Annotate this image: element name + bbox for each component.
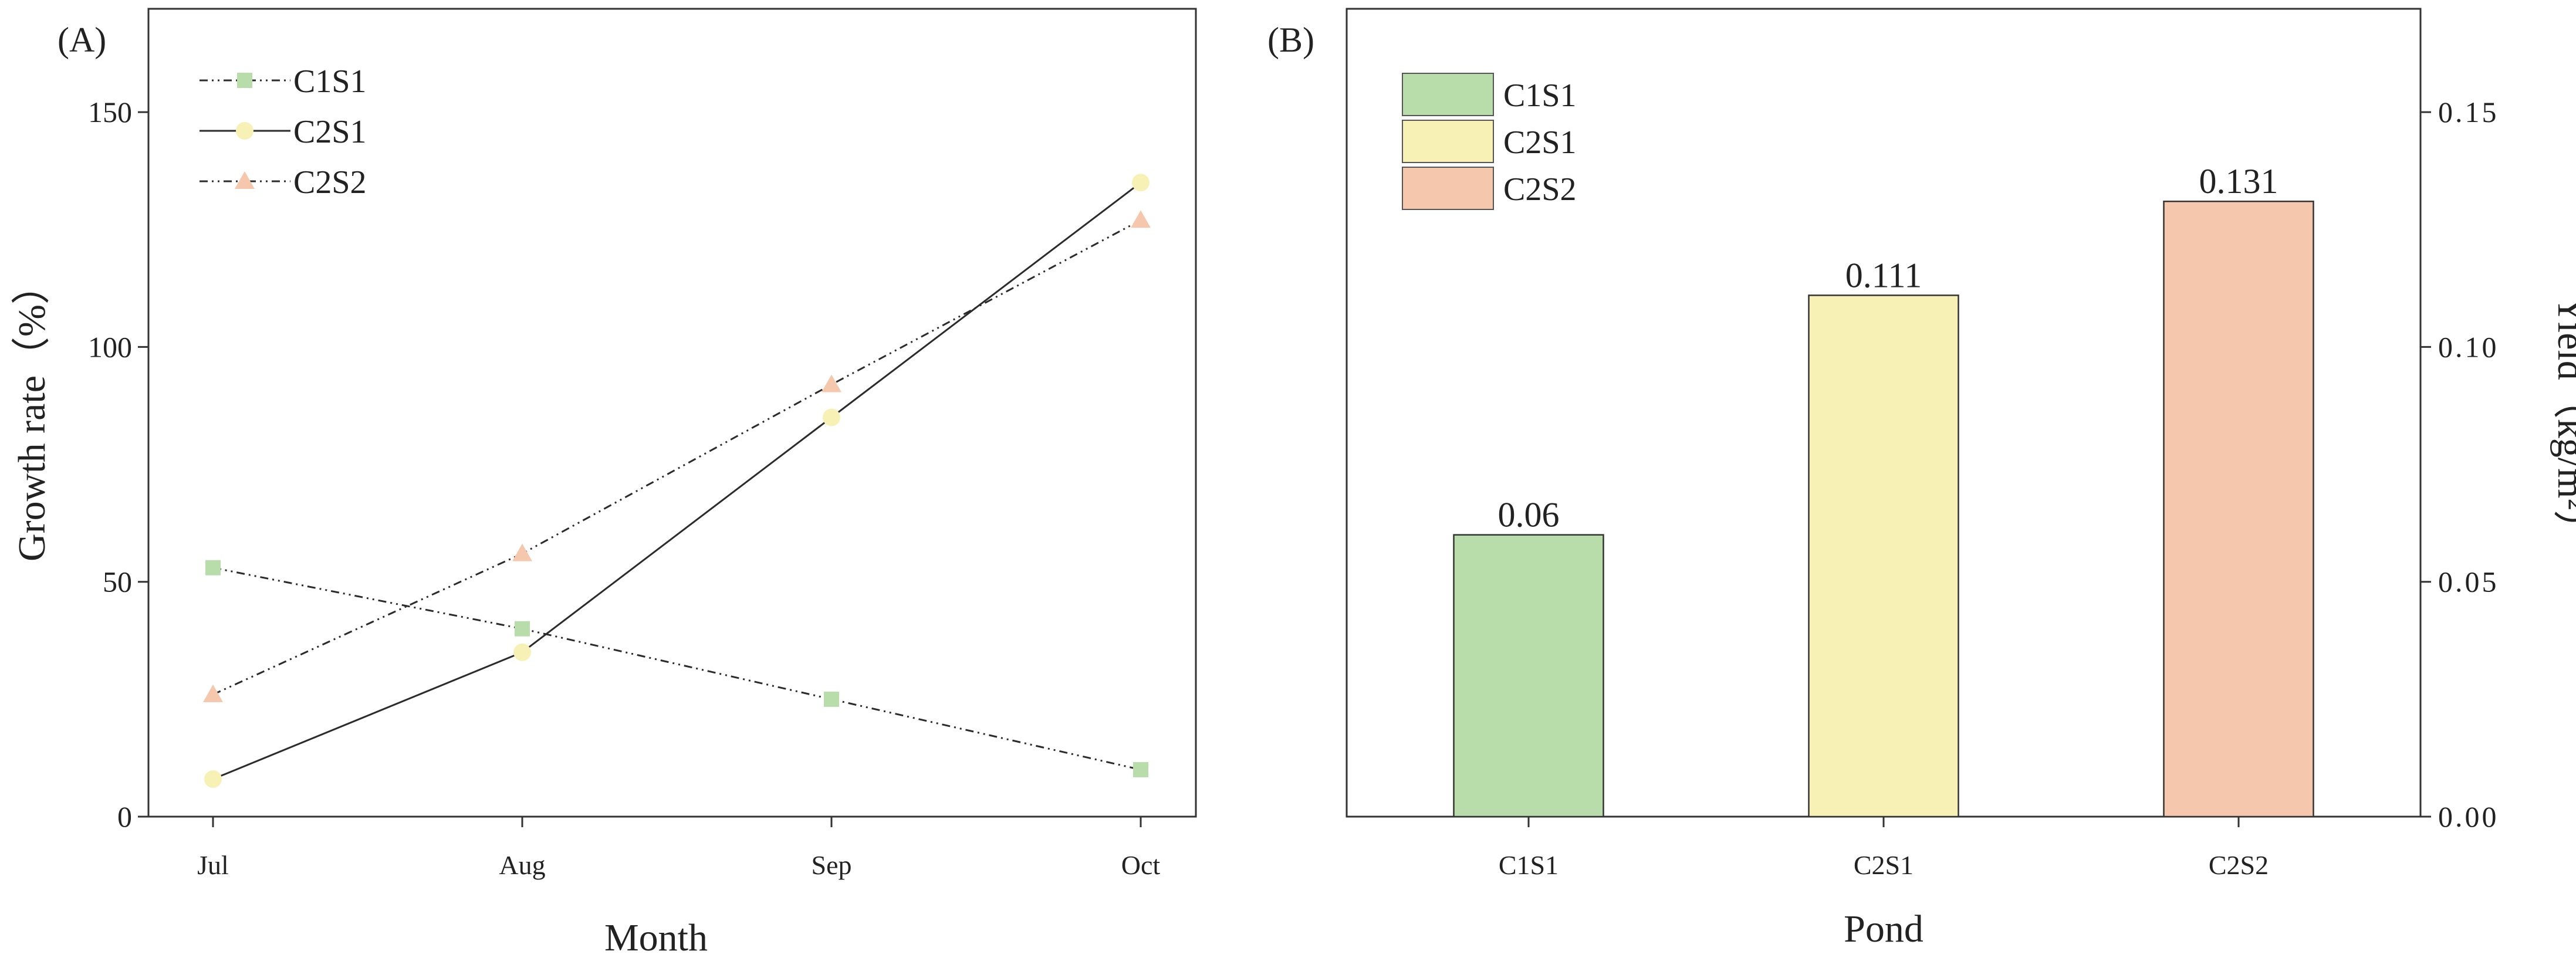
data-point-c2s2 bbox=[512, 543, 532, 561]
x-tick-label-b: C1S1 bbox=[1499, 850, 1559, 880]
legend-marker bbox=[237, 73, 252, 88]
bar-c1s1 bbox=[1453, 534, 1604, 818]
series-a bbox=[203, 174, 1151, 788]
legend-marker bbox=[236, 122, 253, 140]
y-tick-label-a: 100 bbox=[88, 330, 132, 363]
series-line-c1s1 bbox=[212, 567, 1141, 771]
data-label-c1s1: 0.06 bbox=[1498, 496, 1560, 534]
data-label-c2s2: 0.131 bbox=[2199, 162, 2278, 201]
x-tick-label-a: Oct bbox=[1121, 850, 1161, 880]
legend-item-b-c2s2: C2S2 bbox=[1402, 167, 1577, 210]
y-axis-a: 0 50 100 150 bbox=[88, 96, 148, 833]
x-tick-label-a: Aug bbox=[499, 850, 545, 880]
y-tick-label-a: 150 bbox=[88, 96, 132, 128]
y-axis-b: 0.00 0.05 0.10 0.15 bbox=[2421, 96, 2499, 833]
series-c2s2 bbox=[203, 210, 1151, 702]
bar-c2s2 bbox=[2163, 200, 2314, 818]
panel-label-a: (A) bbox=[58, 21, 106, 59]
y-tick-label-b: 0.00 bbox=[2438, 800, 2499, 833]
x-axis-label-b: Pond bbox=[1844, 908, 1923, 950]
legend-item-b-c2s1: C2S1 bbox=[1402, 120, 1577, 163]
legend-item-c2s2: C2S2 bbox=[200, 164, 367, 201]
data-point-c2s2 bbox=[203, 684, 223, 702]
data-point-c2s2 bbox=[1131, 210, 1151, 228]
x-tick-label-a: Jul bbox=[197, 850, 229, 880]
series-c2s1 bbox=[204, 174, 1150, 788]
bars-b: 0.06 0.111 0.131 bbox=[1453, 162, 2314, 818]
x-tick-label-b: C2S2 bbox=[2209, 850, 2269, 880]
panel-a: (A) 0 50 100 150 Jul Aug Sep Oct Month Growth … bbox=[11, 8, 1197, 959]
series-c1s1 bbox=[205, 560, 1148, 777]
y-tick-label-a: 0 bbox=[117, 800, 132, 833]
data-point-c1s1 bbox=[824, 691, 839, 707]
legend-item-c1s1: C1S1 bbox=[200, 63, 367, 100]
legend-swatch bbox=[1402, 120, 1494, 163]
legend-label: C1S1 bbox=[1503, 77, 1577, 114]
series-line-c2s1 bbox=[212, 182, 1141, 780]
y-axis-label-a: Growth rate（%） bbox=[11, 266, 53, 561]
data-point-c2s2 bbox=[822, 374, 841, 392]
data-point-c2s1 bbox=[1132, 174, 1150, 192]
legend-b: C1S1 C2S1 C2S2 bbox=[1402, 73, 1577, 210]
legend-label: C2S2 bbox=[1503, 171, 1577, 208]
x-tick-label-b: C2S1 bbox=[1854, 850, 1914, 880]
legend-swatch bbox=[1402, 73, 1494, 116]
x-axis-a: Jul Aug Sep Oct bbox=[197, 817, 1160, 880]
legend-item-b-c1s1: C1S1 bbox=[1402, 73, 1577, 116]
x-axis-label-a: Month bbox=[604, 916, 708, 959]
plot-frame-a bbox=[147, 8, 1197, 818]
y-tick-label-a: 50 bbox=[103, 566, 132, 598]
legend-item-c2s1: C2S1 bbox=[200, 114, 367, 150]
data-label-c2s1: 0.111 bbox=[1845, 256, 1922, 295]
x-tick-label-a: Sep bbox=[812, 850, 852, 880]
y-tick-label-b: 0.10 bbox=[2438, 330, 2499, 363]
legend-label: C2S2 bbox=[293, 164, 367, 201]
panel-label-b: (B) bbox=[1267, 21, 1314, 59]
legend-label: C2S1 bbox=[1503, 124, 1577, 161]
legend-label: C2S1 bbox=[293, 114, 367, 150]
data-point-c2s1 bbox=[204, 770, 222, 788]
legend-a: C1S1 C2S1 C2S2 bbox=[200, 63, 367, 201]
data-point-c1s1 bbox=[1133, 761, 1148, 777]
data-point-c1s1 bbox=[205, 560, 221, 576]
y-tick-label-b: 0.15 bbox=[2438, 96, 2499, 128]
legend-marker bbox=[235, 171, 255, 189]
data-point-c2s1 bbox=[823, 408, 840, 427]
data-point-c1s1 bbox=[515, 621, 530, 637]
panel-b: (B) 0.06 0.111 0.131 0.00 0.05 0.10 0.15 C1S1… bbox=[1267, 8, 2576, 950]
data-point-c2s1 bbox=[513, 643, 531, 661]
legend-swatch bbox=[1402, 167, 1494, 210]
legend-label: C1S1 bbox=[293, 63, 367, 100]
y-axis-label-b: Yield（kg/m²） bbox=[2550, 296, 2576, 549]
bar-c2s1 bbox=[1808, 295, 1959, 818]
x-axis-b: C1S1 C2S1 C2S2 bbox=[1499, 817, 2269, 880]
series-line-c2s2 bbox=[212, 219, 1141, 696]
y-tick-label-b: 0.05 bbox=[2438, 566, 2499, 598]
